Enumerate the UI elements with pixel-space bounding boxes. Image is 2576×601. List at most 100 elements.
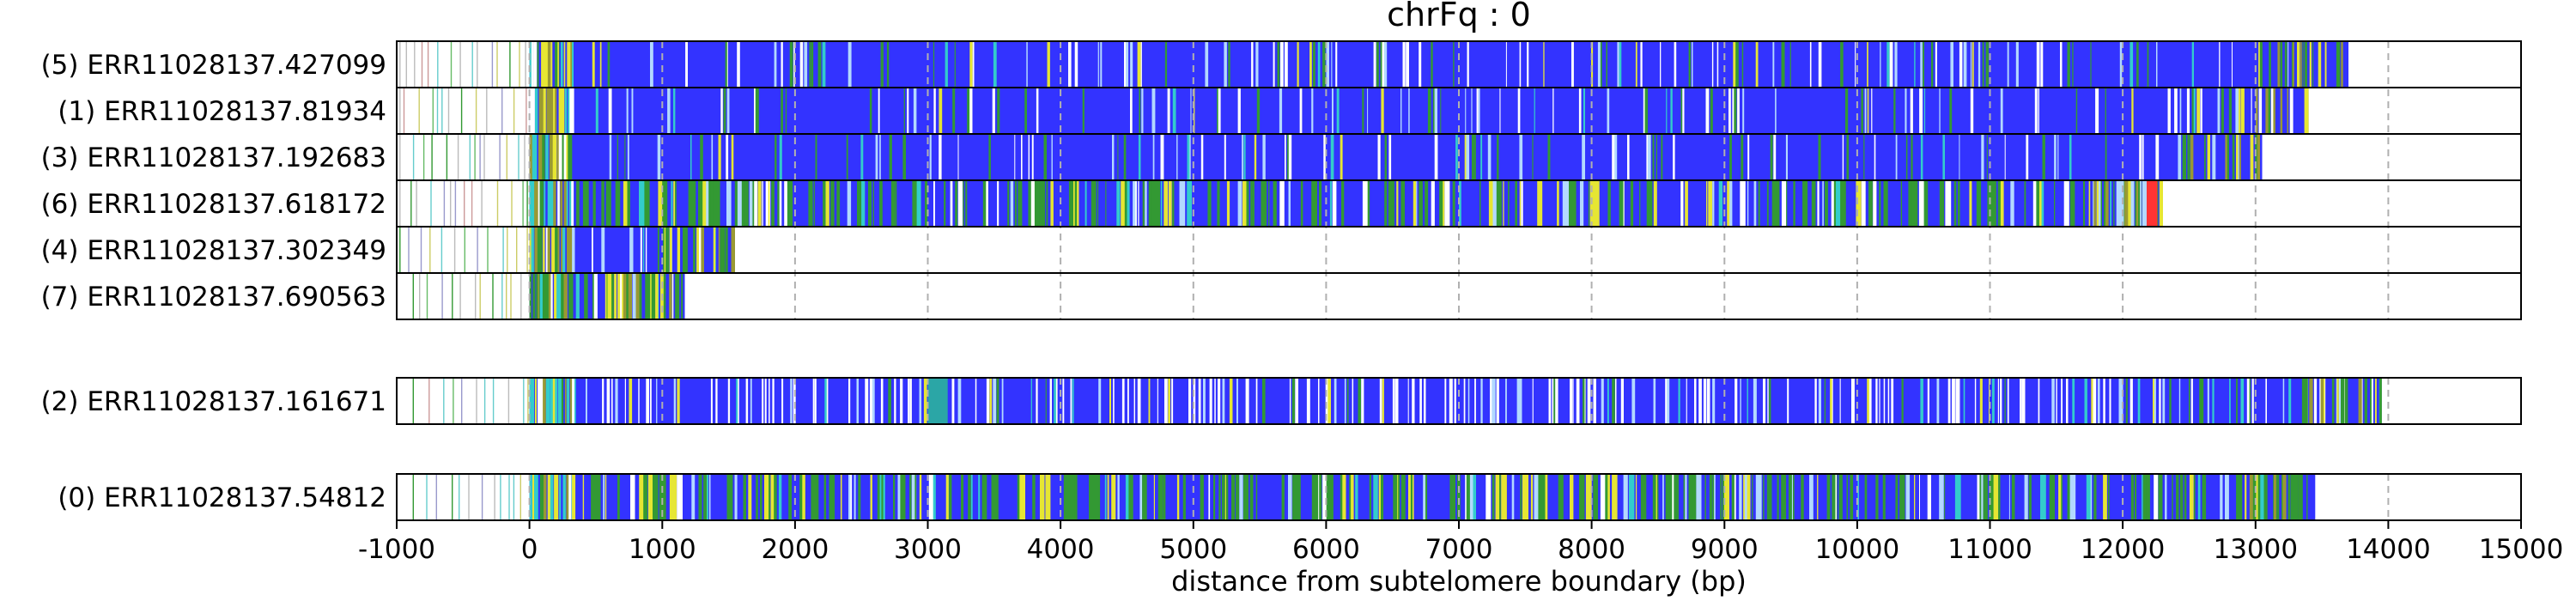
variant-stripe	[1316, 475, 1322, 519]
variant-stripe	[952, 88, 956, 133]
variant-stripe	[2220, 475, 2223, 519]
variant-stripe	[1867, 379, 1870, 423]
variant-stripe	[1121, 379, 1125, 423]
variant-stripe	[586, 379, 587, 423]
variant-stripe	[539, 181, 544, 226]
subtelomere-mark	[518, 135, 519, 179]
variant-stripe	[1809, 42, 1812, 87]
variant-stripe	[1817, 475, 1819, 519]
variant-stripe	[1243, 135, 1246, 179]
variant-stripe	[1046, 181, 1048, 226]
variant-stripe	[1714, 475, 1716, 519]
variant-stripe	[2178, 135, 2182, 179]
variant-stripe	[2313, 379, 2318, 423]
variant-stripe	[2041, 181, 2044, 226]
variant-stripe	[1712, 181, 1715, 226]
variant-stripe	[1593, 379, 1596, 423]
variant-stripe	[1692, 42, 1693, 87]
variant-stripe	[1306, 379, 1310, 423]
variant-stripe	[1652, 475, 1659, 519]
variant-stripe	[1416, 181, 1418, 226]
subtelomere-mark	[526, 228, 528, 272]
variant-stripe	[1950, 42, 1953, 87]
variant-stripe	[1989, 475, 1995, 519]
variant-stripe	[1809, 475, 1814, 519]
variant-stripe	[1138, 181, 1139, 226]
variant-stripe	[710, 181, 714, 226]
variant-stripe	[2207, 379, 2209, 423]
variant-stripe	[1419, 42, 1422, 87]
variant-stripe	[914, 475, 917, 519]
subtelomere-mark	[492, 274, 494, 319]
variant-stripe	[1032, 475, 1036, 519]
variant-stripe	[2135, 475, 2137, 519]
variant-stripe	[760, 475, 762, 519]
variant-stripe	[1431, 181, 1435, 226]
x-axis-label: distance from subtelomere boundary (bp)	[1171, 565, 1747, 598]
subtelomere-mark	[460, 88, 463, 133]
variant-stripe	[2186, 88, 2190, 133]
variant-stripe	[2280, 42, 2283, 87]
variant-stripe	[2139, 135, 2142, 179]
variant-stripe	[554, 274, 558, 319]
subtelomere-mark	[526, 181, 528, 226]
variant-stripe	[557, 42, 559, 87]
variant-stripe	[2196, 88, 2200, 133]
variant-stripe	[669, 274, 672, 319]
variant-stripe	[1190, 88, 1192, 133]
variant-stripe	[1300, 181, 1303, 226]
variant-stripe	[911, 475, 917, 519]
variant-stripe	[675, 181, 677, 226]
variant-stripe	[993, 42, 997, 87]
variant-stripe	[1288, 475, 1292, 519]
variant-stripe	[1218, 379, 1221, 423]
variant-stripe	[1440, 88, 1442, 133]
variant-stripe	[2287, 42, 2289, 87]
subtelomere-mark	[479, 274, 481, 319]
variant-stripe	[1424, 379, 1426, 423]
chart-title: chrFq : 0	[1387, 0, 1531, 33]
x-tick-label: 13000	[2213, 534, 2298, 565]
variant-stripe	[1640, 42, 1643, 87]
variant-stripe	[2158, 475, 2163, 519]
variant-stripe	[2197, 475, 2201, 519]
variant-stripe	[869, 379, 873, 423]
variant-stripe	[2004, 135, 2006, 179]
variant-stripe	[815, 135, 817, 179]
variant-stripe	[2167, 88, 2171, 133]
variant-stripe	[1262, 135, 1266, 179]
variant-stripe	[1882, 475, 1886, 519]
variant-stripe	[1224, 135, 1226, 179]
variant-stripe	[1911, 181, 1918, 226]
variant-stripe	[1741, 42, 1744, 87]
variant-stripe	[1373, 42, 1376, 87]
variant-stripe	[2249, 379, 2251, 423]
variant-stripe	[1123, 135, 1127, 179]
variant-stripe	[1228, 42, 1230, 87]
x-tick-label: 11000	[1947, 534, 2032, 565]
variant-stripe	[2028, 475, 2032, 519]
variant-stripe	[1984, 475, 1988, 519]
variant-stripe	[825, 181, 829, 226]
subtelomere-mark	[494, 475, 495, 519]
variant-stripe	[1471, 135, 1474, 179]
variant-stripe	[2240, 379, 2245, 423]
variant-stripe	[2324, 42, 2327, 87]
variant-stripe	[2225, 135, 2228, 179]
variant-stripe	[857, 181, 862, 226]
variant-stripe	[677, 475, 683, 519]
variant-stripe	[727, 379, 731, 423]
variant-stripe	[543, 379, 546, 423]
variant-stripe	[1392, 379, 1395, 423]
variant-stripe	[1291, 379, 1296, 423]
variant-stripe	[1607, 88, 1610, 133]
variant-stripe	[715, 379, 718, 423]
variant-stripe	[1176, 135, 1178, 179]
variant-stripe	[1735, 379, 1738, 423]
subtelomere-mark	[511, 181, 513, 226]
variant-stripe	[564, 379, 567, 423]
variant-stripe	[1021, 135, 1023, 179]
variant-stripe	[748, 475, 752, 519]
variant-stripe	[919, 379, 922, 423]
x-tick-label: 2000	[761, 534, 829, 565]
